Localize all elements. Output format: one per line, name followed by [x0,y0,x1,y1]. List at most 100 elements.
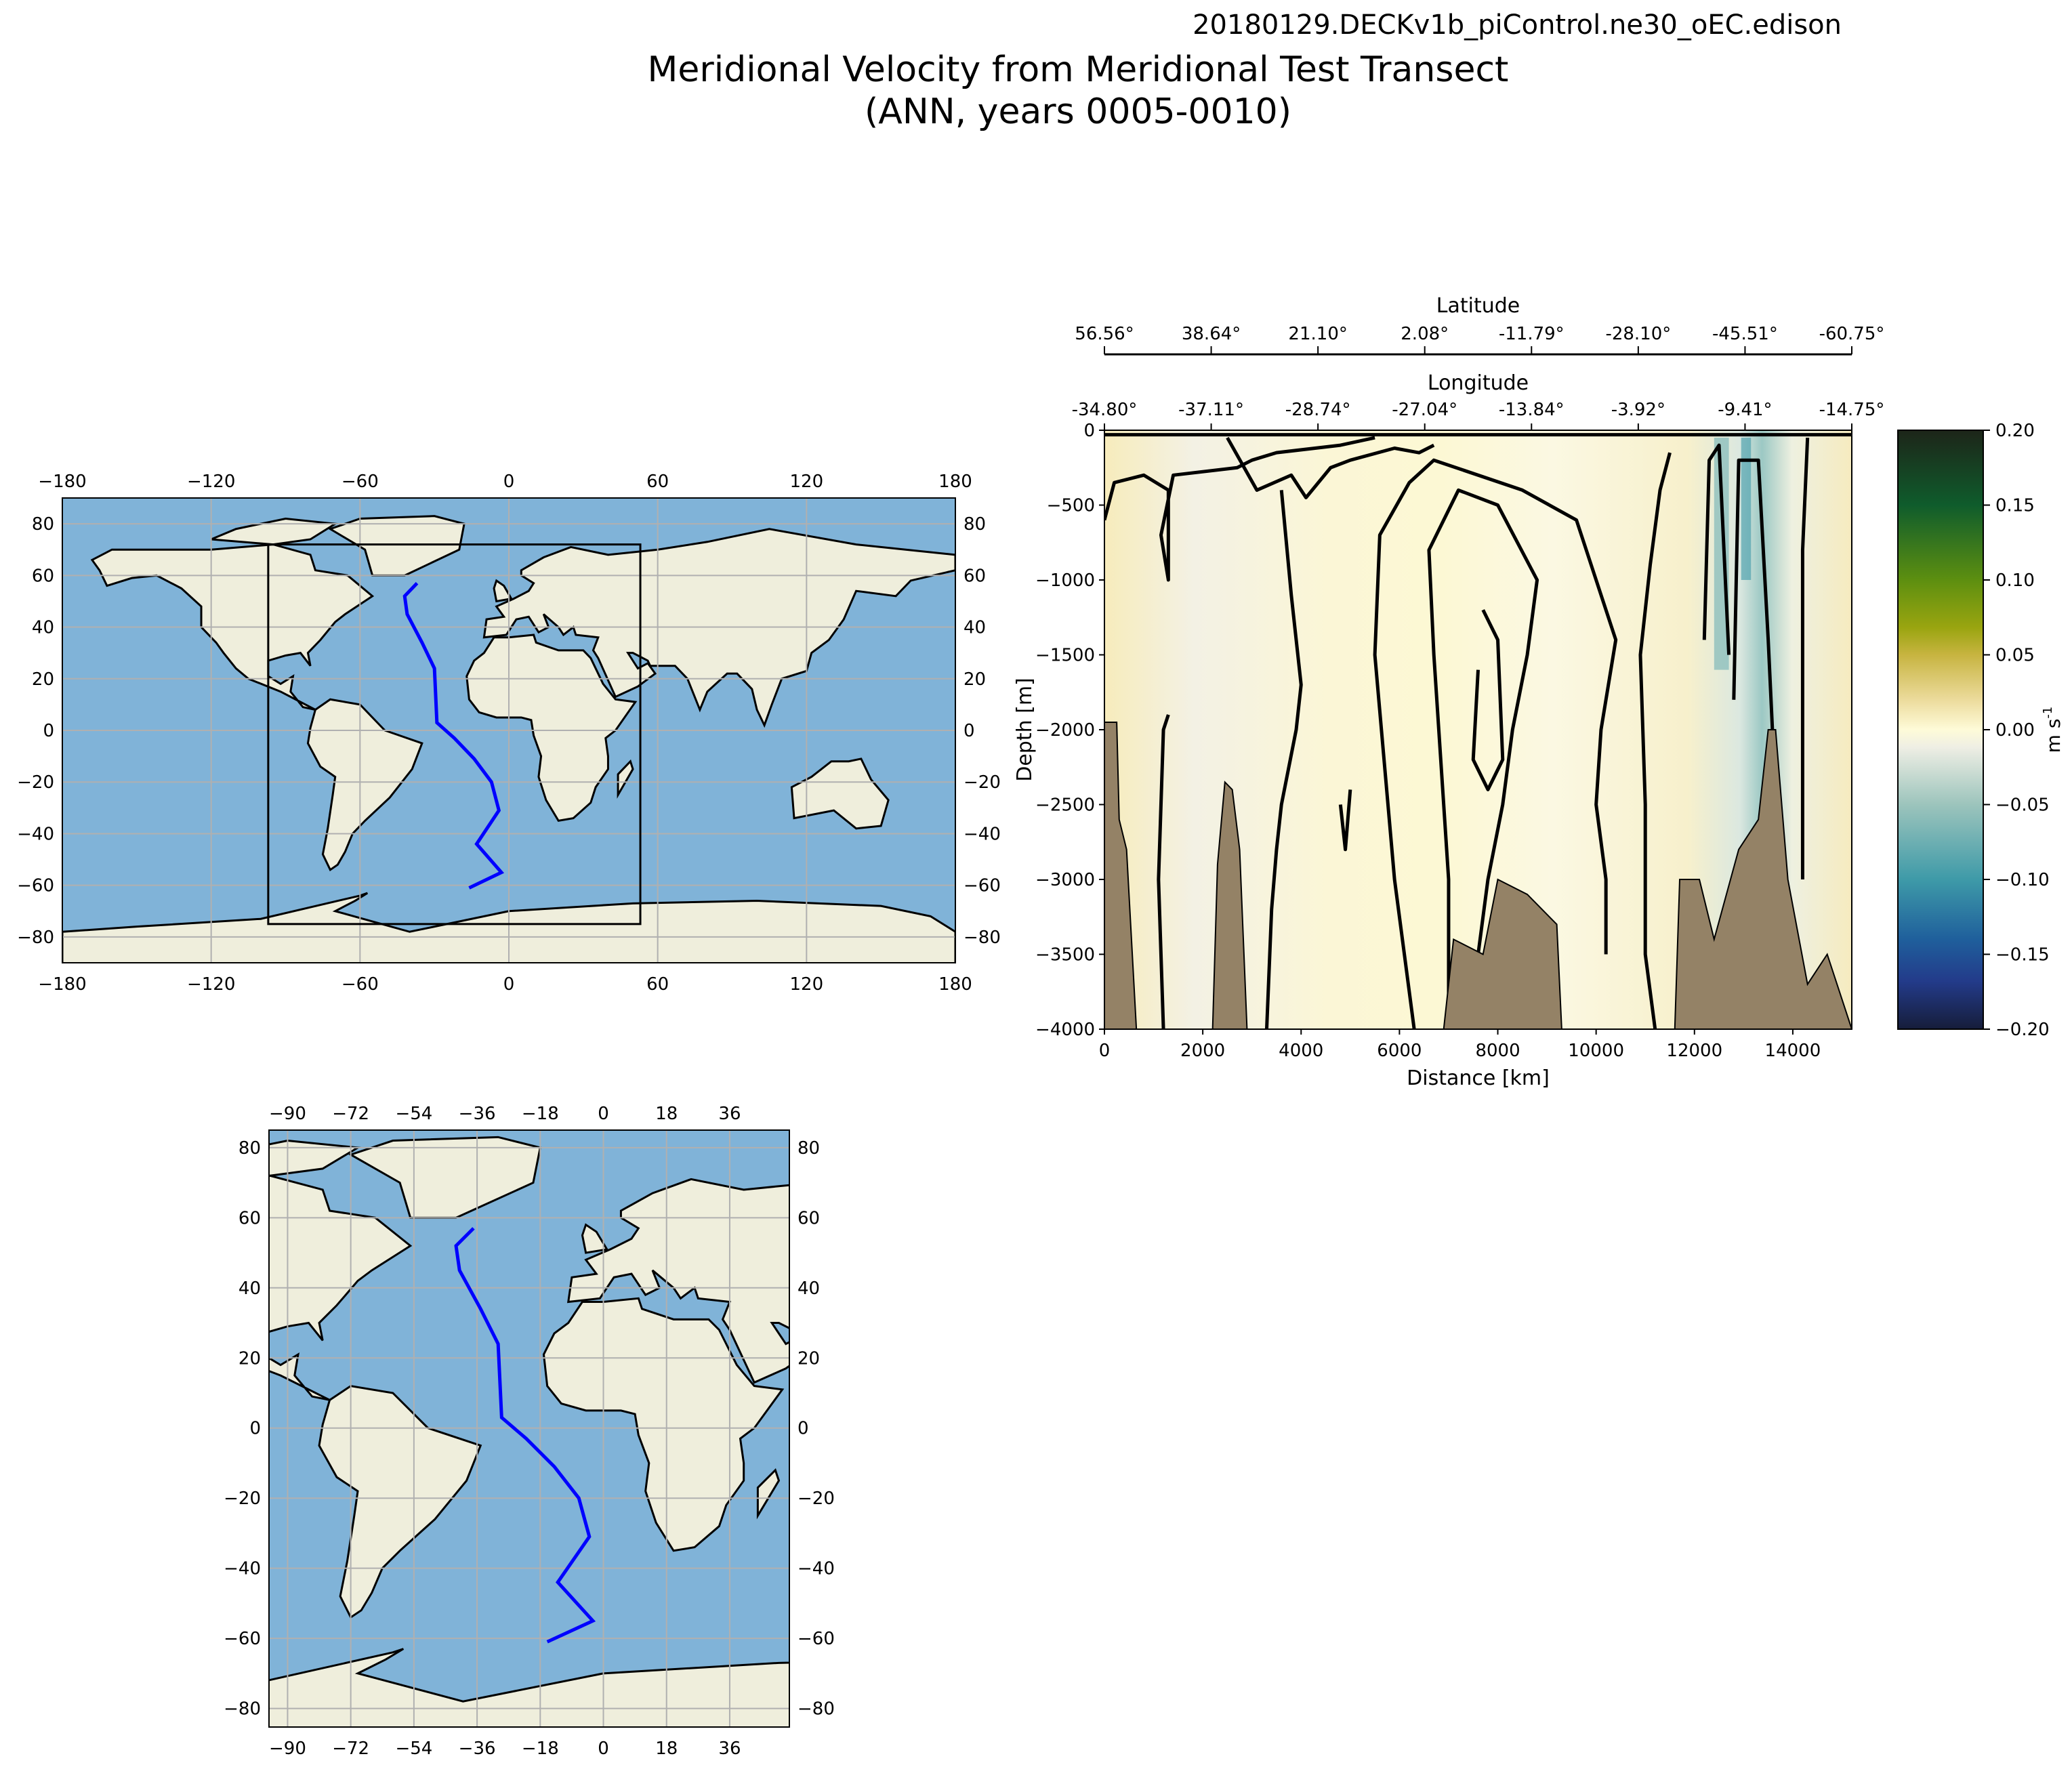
lat-tick-label-left: 80 [32,514,54,535]
lon-tick-label-bottom: 0 [598,1739,609,1759]
title-line-1: Meridional Velocity from Meridional Test… [647,49,1509,90]
lat-tick-label-right: 0 [964,721,975,741]
zoom-region-box [267,543,642,926]
lat-tick-label-left: 20 [239,1348,261,1369]
lon-tick-label-top: 36 [718,1104,741,1124]
lat-tick-label-left: 60 [239,1208,261,1228]
y-tick-label: −2500 [1035,795,1095,816]
latitude-tick-label: 38.64° [1182,324,1241,344]
contour-line [1638,452,1672,1029]
longitude-tick-label: -13.84° [1499,400,1565,420]
lon-tick-label-bottom: −180 [38,974,86,995]
contour-line [1338,789,1352,852]
colorbar: 0.20 0.15 0.10 0.05 0.00 −0.05 −0.10 −0.15 −0.20… [1897,421,2065,1040]
lat-tick-label-left: −40 [224,1559,261,1579]
lon-tick-label-bottom: −60 [341,974,379,995]
contour-line [1427,488,1539,1029]
lat-tick-label-left: −60 [224,1629,261,1649]
global-map: −180 −180 −120 −120 −60 −60 0 0 60 60 120 120 180 180… [17,472,1001,995]
lon-tick-label-top: 0 [503,472,515,492]
lat-tick-label-right: −80 [964,928,1001,948]
bathymetry [1104,721,1852,1029]
lat-tick-label-right: 60 [964,566,986,586]
lat-tick-label-left: −80 [224,1699,261,1720]
lon-tick-label-bottom: 120 [790,974,824,995]
lat-tick-label-left: 0 [249,1419,261,1439]
longitude-axis-label: Longitude [1428,371,1529,395]
y-axis-label: Depth [m] [1013,678,1037,782]
lat-tick-label-left: 20 [32,669,54,690]
colorbar-tick-label: −0.20 [1995,1020,2050,1040]
contour-line [1373,458,1618,1029]
contour-line [1732,458,1775,745]
lon-tick-label-top: 18 [655,1104,678,1124]
lon-tick-label-bottom: −36 [459,1739,496,1759]
colorbar-unit: m s [2042,719,2065,753]
lat-tick-label-right: 20 [964,669,986,690]
y-tick-label: −500 [1047,496,1095,516]
latitude-tick-label: 56.56° [1075,324,1134,344]
land-polygon [617,759,634,799]
land-polygon [756,1468,781,1520]
map-area [269,1130,789,1727]
longitude-tick-label: -9.41° [1718,400,1772,420]
latitude-tick-label: 21.10° [1288,324,1347,344]
longitude-tick-label: -14.75° [1819,400,1885,420]
lon-tick-label-top: 180 [938,472,972,492]
lon-tick-label-bottom: 0 [503,974,515,995]
latitude-tick-label: -45.51° [1712,324,1778,344]
x-tick-label: 12000 [1666,1041,1722,1061]
land-polygon [790,757,890,830]
lat-tick-label-left: −80 [17,928,54,948]
lon-tick-label-top: −54 [395,1104,432,1124]
lon-tick-label-bottom: 36 [718,1739,741,1759]
land-polygon [318,1385,482,1619]
transect-section-plot: 0 2000 4000 6000 8000 10000 12000 14000 0 −500 −10… [1013,294,1884,1090]
lat-tick-label-left: 60 [32,566,54,586]
lat-tick-label-left: −20 [224,1489,261,1509]
colorbar-tick-label: −0.15 [1995,945,2050,965]
y-tick-label: −2000 [1035,720,1095,741]
x-tick-label: 4000 [1279,1041,1323,1061]
lon-tick-label-bottom: −120 [187,974,235,995]
map-frame [268,1129,790,1728]
x-tick-label: 8000 [1475,1041,1520,1061]
y-tick-label: −3500 [1035,945,1095,965]
latitude-tick-label: 2.08° [1401,324,1449,344]
lat-tick-label-right: −80 [797,1699,835,1720]
longitude-tick-label: -3.92° [1611,400,1665,420]
longitude-tick-label: -28.74° [1285,400,1351,420]
contour-line [1800,437,1810,879]
lat-tick-label-right: 20 [797,1348,820,1369]
lon-tick-label-bottom: −90 [269,1739,306,1759]
lon-tick-label-bottom: −54 [395,1739,432,1759]
contour-line [1104,436,1375,582]
y-tick-label: −1000 [1035,570,1095,591]
zoom-map: −90 −90 −72 −72 −54 −54 −36 −36 −18 −18 0 0 18 18 36 36… [224,1104,835,1759]
lon-tick-label-bottom: 60 [646,974,669,995]
transect-line [402,582,505,890]
lon-tick-label-top: −18 [522,1104,559,1124]
colorbar-tick-label: −0.10 [1995,870,2050,890]
lat-tick-label-right: −60 [797,1629,835,1649]
lat-tick-label-left: −20 [17,772,54,793]
latitude-axis-label: Latitude [1436,294,1520,318]
land-polygon [327,515,465,577]
y-tick-label: −3000 [1035,870,1095,890]
lat-tick-label-right: 40 [797,1279,820,1299]
figure-title: Meridional Velocity from Meridional Test… [0,49,2072,133]
lon-tick-label-top: −180 [38,472,86,492]
x-axis-label: Distance [km] [1407,1066,1550,1090]
colorbar-tick-label: 0.15 [1995,496,2035,516]
contour-line [1264,490,1303,1029]
lat-tick-label-right: 60 [797,1208,820,1228]
lat-tick-label-left: 80 [239,1138,261,1159]
colorbar-label: m s-1 [2041,707,2065,753]
colorbar-gradient [1897,430,1984,1030]
lon-tick-label-top: −60 [341,472,379,492]
longitude-tick-label: -27.04° [1392,400,1457,420]
latitude-tick-label: -28.10° [1605,324,1671,344]
lat-tick-label-right: 80 [964,514,986,535]
contour-line [1226,436,1435,499]
